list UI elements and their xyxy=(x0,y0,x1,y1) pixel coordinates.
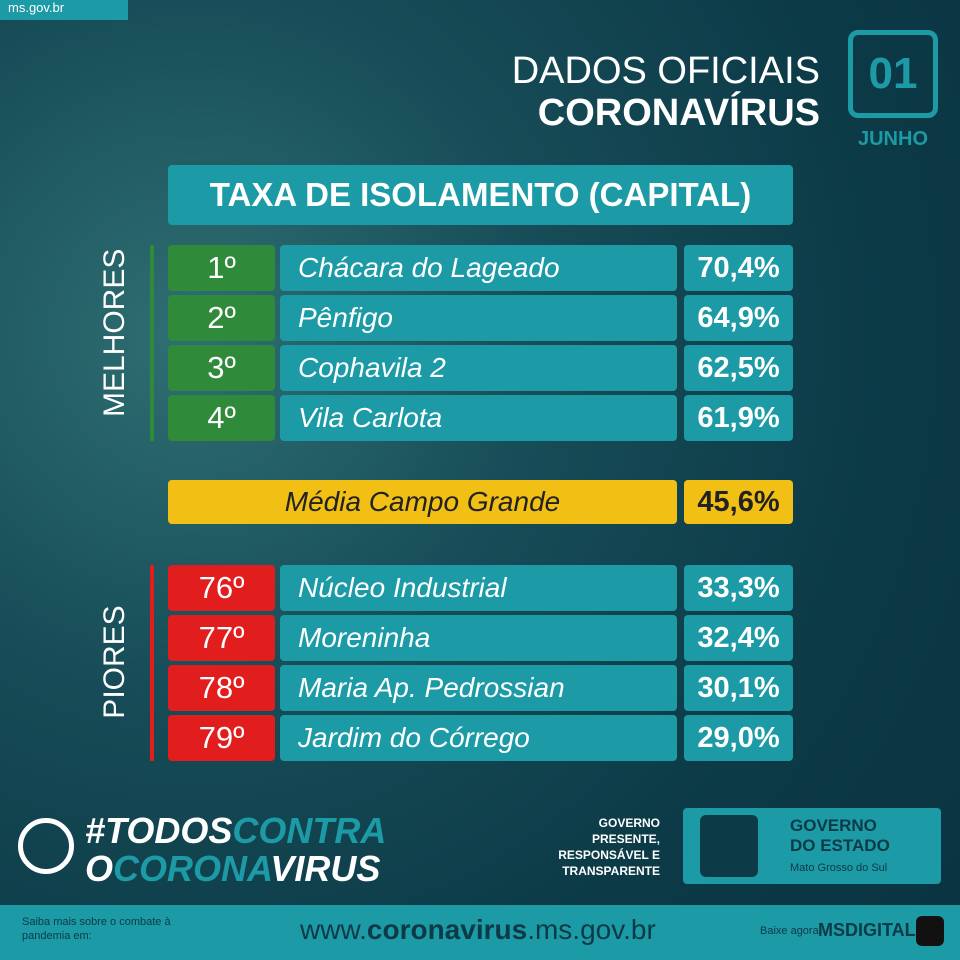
rate: 64,9% xyxy=(684,295,793,341)
rate: 70,4% xyxy=(684,245,793,291)
gov-crest xyxy=(700,815,758,877)
rank: 76º xyxy=(168,565,275,611)
district: Pênfigo xyxy=(280,295,677,341)
icon-no xyxy=(18,818,74,874)
url-a: www. xyxy=(300,914,367,945)
app-icon xyxy=(916,916,944,946)
rate: 29,0% xyxy=(684,715,793,761)
campaign-d: CORONA xyxy=(113,848,271,889)
campaign-c: O xyxy=(85,848,114,889)
rate: 61,9% xyxy=(684,395,793,441)
rank: 3º xyxy=(168,345,275,391)
slogan: GOVERNO PRESENTE, RESPONSÁVEL E TRANSPAR… xyxy=(558,816,660,878)
rank: 1º xyxy=(168,245,275,291)
rank: 77º xyxy=(168,615,275,661)
average-value: 45,6% xyxy=(684,480,793,524)
rate: 30,1% xyxy=(684,665,793,711)
header-title: DADOS OFICIAIS CORONAVÍRUS xyxy=(512,50,820,134)
url-b: coronavirus xyxy=(366,914,528,945)
rate: 33,3% xyxy=(684,565,793,611)
campaign-b: CONTRA xyxy=(232,810,387,851)
rate: 62,5% xyxy=(684,345,793,391)
rank: 4º xyxy=(168,395,275,441)
gov-state: Mato Grosso do Sul xyxy=(790,862,888,874)
calendar-day: 01 xyxy=(848,30,938,118)
table-title: TAXA DE ISOLAMENTO (CAPITAL) xyxy=(168,165,793,225)
gov-name: GOVERNO DO ESTADO xyxy=(790,816,890,855)
district: Jardim do Córrego xyxy=(280,715,677,761)
app-name: MSDIGITAL xyxy=(818,920,916,940)
header-line2: CORONAVÍRUS xyxy=(537,92,820,134)
best-bar xyxy=(150,245,154,441)
campaign-a: #TODOS xyxy=(85,810,233,851)
district: Moreninha xyxy=(280,615,677,661)
rate: 32,4% xyxy=(684,615,793,661)
rank: 78º xyxy=(168,665,275,711)
average-name: Média Campo Grande xyxy=(168,480,677,524)
district: Vila Carlota xyxy=(280,395,677,441)
district: Cophavila 2 xyxy=(280,345,677,391)
header-line1: DADOS OFICIAIS xyxy=(511,50,820,92)
app-note: Baixe agora xyxy=(760,925,819,937)
district: Chácara do Lageado xyxy=(280,245,677,291)
footer-url: www.coronavirus.ms.gov.br xyxy=(300,914,656,946)
rank: 2º xyxy=(168,295,275,341)
campaign: #TODOSCONTRA OCORONAVIRUS xyxy=(85,812,386,888)
calendar-month: JUNHO xyxy=(857,128,928,150)
campaign-e: VIRUS xyxy=(270,848,381,889)
footer-band xyxy=(0,905,960,960)
site-tag: ms.gov.br xyxy=(0,0,128,20)
url-c: .ms.gov.br xyxy=(527,914,656,945)
best-label: MELHORES xyxy=(98,248,131,417)
district: Maria Ap. Pedrossian xyxy=(280,665,677,711)
footer-note: Saiba mais sobre o combate à pandemia em… xyxy=(22,916,171,942)
rank: 79º xyxy=(168,715,275,761)
district: Núcleo Industrial xyxy=(280,565,677,611)
worst-bar xyxy=(150,565,154,761)
worst-label: PIORES xyxy=(98,605,131,719)
